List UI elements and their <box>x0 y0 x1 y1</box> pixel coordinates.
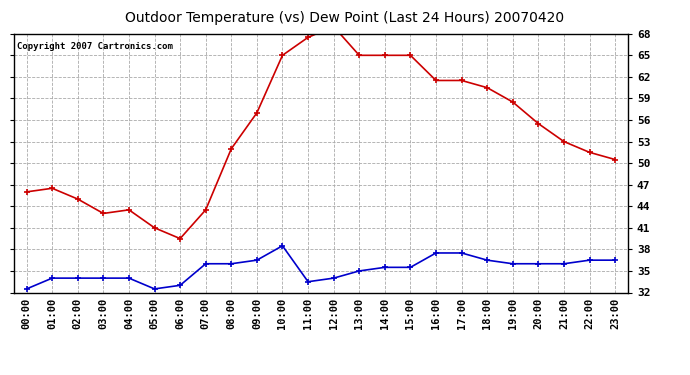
Text: Outdoor Temperature (vs) Dew Point (Last 24 Hours) 20070420: Outdoor Temperature (vs) Dew Point (Last… <box>126 11 564 25</box>
Text: Copyright 2007 Cartronics.com: Copyright 2007 Cartronics.com <box>17 42 172 51</box>
